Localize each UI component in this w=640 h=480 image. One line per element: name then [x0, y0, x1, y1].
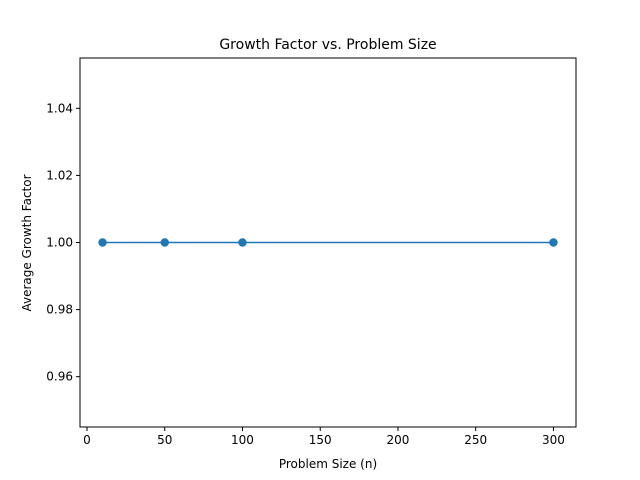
y-axis-ticks: 0.96 0.98 1.00 1.02 1.04 — [46, 101, 80, 384]
x-tick-label: 150 — [309, 433, 332, 447]
plot-area-frame — [79, 57, 577, 428]
data-point — [238, 238, 247, 247]
x-axis-ticks: 0 50 100 150 200 250 300 — [83, 427, 565, 447]
x-tick-label: 50 — [157, 433, 172, 447]
y-tick-label: 0.98 — [46, 303, 73, 317]
series-layer — [98, 238, 558, 247]
y-tick-label: 1.02 — [46, 168, 73, 182]
x-tick-label: 300 — [542, 433, 565, 447]
x-tick-label: 200 — [387, 433, 410, 447]
x-axis-label: Problem Size (n) — [279, 457, 377, 471]
x-tick-label: 0 — [83, 433, 91, 447]
data-point — [549, 238, 558, 247]
data-point — [160, 238, 169, 247]
y-tick-label: 1.00 — [46, 236, 73, 250]
x-tick-label: 100 — [231, 433, 254, 447]
y-tick-label: 1.04 — [46, 101, 73, 115]
y-tick-label: 0.96 — [46, 370, 73, 384]
y-axis-label: Average Growth Factor — [20, 174, 34, 311]
chart-title: Growth Factor vs. Problem Size — [219, 37, 436, 53]
data-point — [98, 238, 107, 247]
x-tick-label: 250 — [464, 433, 487, 447]
